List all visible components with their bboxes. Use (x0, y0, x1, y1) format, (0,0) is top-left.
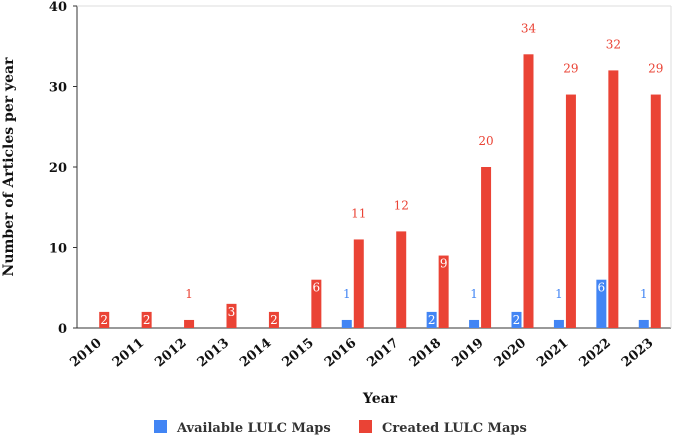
bar-created-2011 (141, 311, 152, 328)
data-label-available-2016: 1 (343, 287, 351, 301)
data-label-created-2011: 2 (143, 313, 151, 327)
x-tick-label: 2016 (322, 336, 359, 371)
data-label-available-2021: 1 (555, 287, 563, 301)
x-tick-label: 2023 (619, 336, 656, 371)
x-tick-label: 2017 (364, 336, 401, 371)
x-tick-label: 2013 (195, 336, 232, 371)
x-tick-label: 2019 (449, 336, 486, 371)
bar-created-2021 (565, 94, 576, 328)
bar-created-2018 (438, 255, 449, 328)
y-tick-label: 10 (49, 242, 67, 257)
legend-item-available-label: Available LULC Maps (176, 421, 331, 436)
plot-area: 0102030402010220112201212013320142201562… (49, 0, 672, 371)
y-tick-label: 0 (58, 322, 67, 337)
y-tick-label: 30 (49, 81, 67, 96)
bar-created-2014 (268, 311, 279, 328)
data-label-created-2019: 20 (478, 134, 493, 148)
bar-available-2020 (511, 311, 522, 328)
data-label-created-2021: 29 (563, 62, 578, 76)
x-tick-label: 2018 (407, 336, 444, 371)
legend-item-created-swatch (359, 420, 372, 433)
bar-created-2016 (353, 239, 364, 328)
data-label-created-2020: 34 (521, 21, 537, 35)
y-tick-label: 20 (49, 161, 67, 176)
bar-available-2023 (638, 319, 649, 328)
bar-created-2013 (226, 303, 237, 328)
x-tick-label: 2020 (492, 336, 529, 371)
x-tick-label: 2010 (67, 336, 104, 371)
bar-created-2020 (523, 54, 534, 329)
x-tick-label: 2021 (534, 336, 571, 371)
x-axis-title: Year (362, 391, 398, 407)
legend: Available LULC Maps Created LULC Maps (154, 420, 527, 436)
legend-item-available-swatch (154, 420, 167, 433)
bar-created-2012 (184, 319, 195, 328)
x-tick-label: 2022 (577, 336, 614, 371)
legend-item-created-label: Created LULC Maps (382, 421, 527, 436)
bar-available-2016 (341, 319, 352, 328)
data-label-available-2019: 1 (470, 287, 478, 301)
bar-available-2022 (596, 279, 607, 328)
x-tick-label: 2014 (237, 336, 274, 371)
bar-created-2010 (99, 311, 110, 328)
x-tick-label: 2011 (110, 336, 147, 371)
bar-created-2022 (608, 70, 619, 329)
data-label-available-2018: 2 (428, 313, 436, 327)
y-axis-title: Number of Articles per year (1, 57, 17, 277)
data-label-created-2018: 9 (440, 257, 448, 271)
bar-created-2023 (650, 94, 661, 328)
data-label-created-2015: 6 (313, 281, 321, 295)
bar-created-2017 (396, 231, 407, 328)
data-label-created-2022: 32 (606, 37, 621, 51)
bar-available-2021 (553, 319, 564, 328)
data-label-created-2010: 2 (100, 313, 108, 327)
x-tick-label: 2012 (152, 336, 189, 371)
data-label-available-2022: 6 (598, 281, 606, 295)
bar-created-2015 (311, 279, 322, 328)
x-tick-label: 2015 (280, 336, 317, 371)
y-tick-label: 40 (49, 0, 67, 15)
data-label-available-2020: 2 (513, 313, 521, 327)
data-label-created-2013: 3 (228, 305, 236, 319)
data-label-available-2023: 1 (640, 287, 648, 301)
data-label-created-2017: 12 (394, 198, 409, 212)
data-label-created-2016: 11 (351, 206, 366, 220)
data-label-created-2014: 2 (270, 313, 278, 327)
bar-available-2018 (426, 311, 437, 328)
bar-created-2019 (481, 167, 492, 328)
data-label-created-2023: 29 (648, 62, 663, 76)
data-label-created-2012: 1 (185, 287, 193, 301)
bar-available-2019 (469, 319, 480, 328)
